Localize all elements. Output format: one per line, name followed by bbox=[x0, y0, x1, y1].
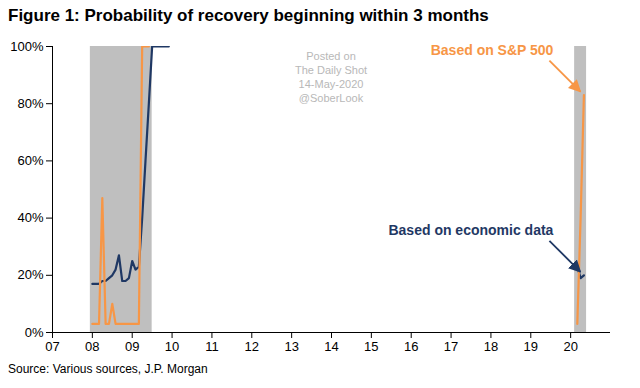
svg-text:Posted on: Posted on bbox=[306, 50, 356, 62]
svg-text:15: 15 bbox=[364, 339, 378, 354]
svg-text:17: 17 bbox=[444, 339, 458, 354]
svg-text:19: 19 bbox=[524, 339, 538, 354]
svg-text:18: 18 bbox=[484, 339, 498, 354]
svg-text:0%: 0% bbox=[25, 325, 44, 340]
svg-text:20: 20 bbox=[563, 339, 577, 354]
svg-text:@SoberLook: @SoberLook bbox=[299, 92, 364, 104]
svg-text:08: 08 bbox=[85, 339, 99, 354]
svg-text:16: 16 bbox=[404, 339, 418, 354]
svg-text:11: 11 bbox=[205, 339, 219, 354]
html-text:Source: Various sources, J.P.: Source: Various sources, J.P. Morgan bbox=[8, 362, 208, 376]
html-text:Figure 1: Probability of recov: Figure 1: Probability of recovery beginn… bbox=[8, 6, 489, 25]
svg-text:80%: 80% bbox=[17, 96, 43, 111]
svg-text:20%: 20% bbox=[17, 267, 43, 282]
svg-text:Based on economic data: Based on economic data bbox=[388, 222, 553, 238]
svg-text:14-May-2020: 14-May-2020 bbox=[299, 78, 364, 90]
svg-text:40%: 40% bbox=[17, 210, 43, 225]
svg-text:09: 09 bbox=[125, 339, 139, 354]
svg-text:The Daily Shot: The Daily Shot bbox=[295, 64, 367, 76]
svg-text:14: 14 bbox=[324, 339, 338, 354]
svg-text:60%: 60% bbox=[17, 153, 43, 168]
svg-text:Based on S&P 500: Based on S&P 500 bbox=[431, 42, 554, 58]
svg-text:12: 12 bbox=[245, 339, 259, 354]
svg-text:13: 13 bbox=[284, 339, 298, 354]
svg-text:10: 10 bbox=[165, 339, 179, 354]
svg-text:100%: 100% bbox=[10, 39, 44, 54]
svg-text:07: 07 bbox=[45, 339, 59, 354]
